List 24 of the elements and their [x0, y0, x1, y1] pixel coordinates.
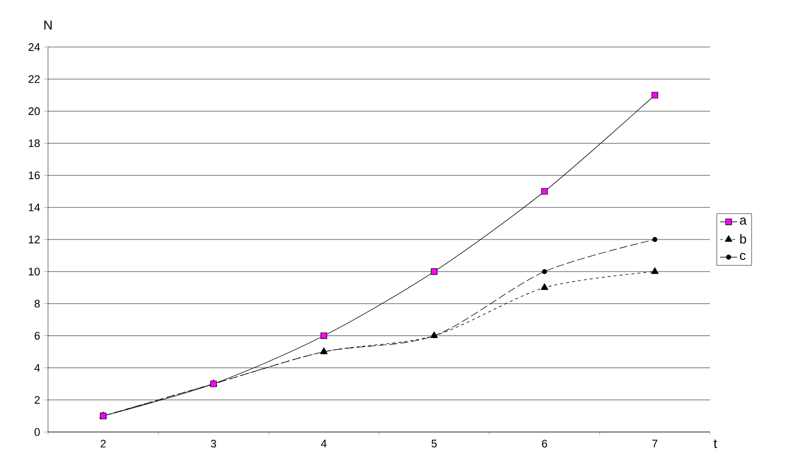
x-tick-label: 3	[210, 440, 216, 448]
y-tick-label: 16	[28, 171, 40, 180]
y-tick-label: 8	[34, 300, 40, 308]
y-tick-label: 0	[34, 428, 40, 436]
x-tick-label: 2	[100, 440, 106, 448]
y-tick-label: 6	[34, 332, 40, 340]
x-tick-label: 4	[321, 440, 327, 448]
y-tick-label: 14	[28, 204, 40, 212]
y-tick-label: 22	[28, 75, 40, 83]
y-tick-label: 12	[28, 236, 40, 244]
legend-label: a	[740, 218, 747, 225]
x-tick-label: 6	[542, 440, 548, 448]
legend-label: c	[740, 252, 746, 260]
y-tick-label: 4	[34, 364, 40, 372]
y-tick-label: 18	[28, 139, 40, 148]
x-tick-label: 7	[652, 440, 658, 448]
x-axis-title: t	[714, 440, 718, 448]
y-tick-label: 24	[28, 43, 40, 51]
y-tick-label: 2	[34, 396, 40, 404]
x-tick-label: 5	[432, 440, 437, 448]
legend-label: b	[740, 234, 746, 244]
y-axis-title: N	[44, 20, 52, 30]
y-tick-label: 10	[28, 268, 40, 276]
y-tick-label: 20	[28, 107, 40, 116]
